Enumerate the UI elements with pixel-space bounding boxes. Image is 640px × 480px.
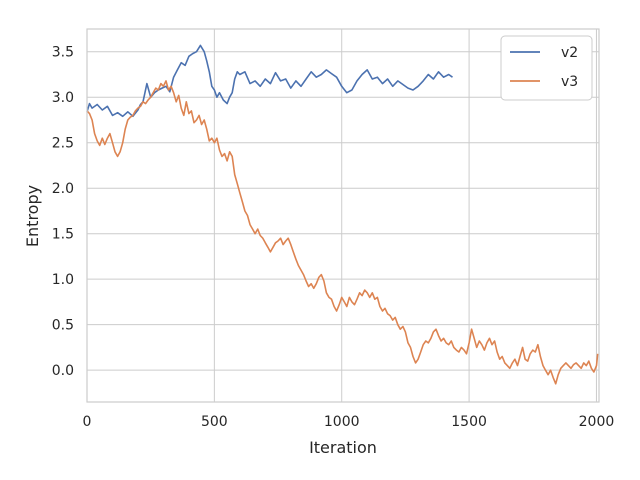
x-tick-label: 500 <box>201 414 228 430</box>
y-axis-label: Entropy <box>23 185 42 247</box>
y-tick-label: 3.0 <box>52 90 74 106</box>
series-line-v2 <box>86 44 453 118</box>
y-tick-label: 1.0 <box>52 272 74 288</box>
plot-frame <box>86 28 600 403</box>
x-tick-label: 0 <box>83 414 92 430</box>
grid <box>86 29 599 402</box>
y-tick-label: 1.5 <box>52 227 74 243</box>
y-tick-label: 0.5 <box>52 318 74 334</box>
x-tick-label: 1500 <box>451 414 487 430</box>
x-axis-label: Iteration <box>309 438 377 457</box>
axes <box>86 28 600 403</box>
y-tick-label: 2.5 <box>52 136 74 152</box>
x-tick-label: 1000 <box>324 414 360 430</box>
legend-label-v2: v2 <box>561 45 578 61</box>
y-tick-label: 0.0 <box>52 363 74 379</box>
y-tick-label: 3.5 <box>52 45 74 61</box>
x-tick-label: 2000 <box>579 414 615 430</box>
series-layer <box>86 44 599 385</box>
legend-label-v3: v3 <box>561 74 578 90</box>
legend-box <box>500 35 593 101</box>
y-tick-label: 2.0 <box>52 181 74 197</box>
series-line-v3 <box>86 80 599 385</box>
tick-labels: 0 500 1000 1500 2000 0.0 0.5 1.0 1.5 2.0 2.5 3.0 3.5 <box>52 45 615 430</box>
legend: v2 v3 <box>500 35 593 101</box>
